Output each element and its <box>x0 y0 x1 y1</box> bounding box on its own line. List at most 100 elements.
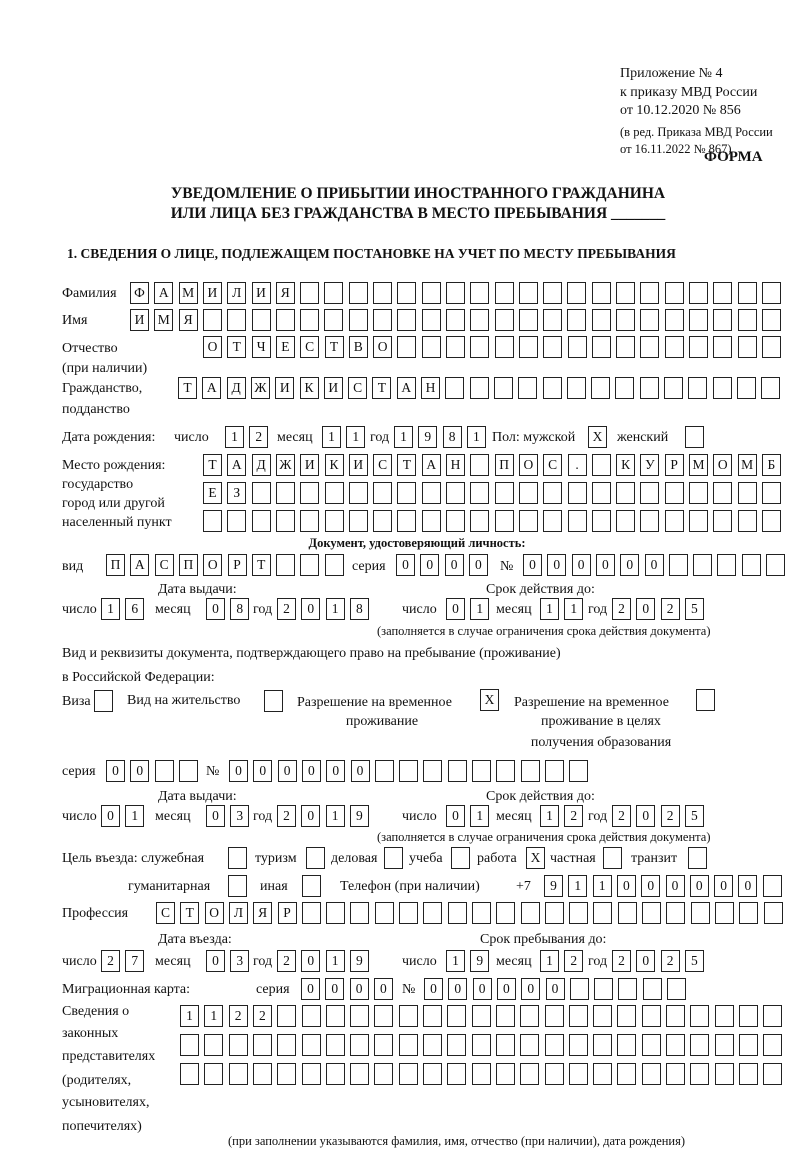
char-box[interactable] <box>738 1034 758 1056</box>
char-box[interactable]: 2 <box>612 598 631 620</box>
purpose-tourism-checkbox[interactable] <box>306 847 330 869</box>
char-box[interactable] <box>324 282 344 304</box>
char-box[interactable]: Т <box>372 377 392 399</box>
char-box[interactable] <box>664 309 684 331</box>
char-box[interactable] <box>641 1005 661 1027</box>
char-box[interactable] <box>615 377 635 399</box>
char-box[interactable]: 1 <box>394 426 413 448</box>
char-box[interactable]: 0 <box>373 978 393 1000</box>
char-box[interactable] <box>423 902 443 924</box>
char-box[interactable] <box>348 482 368 504</box>
char-box[interactable] <box>350 1063 370 1085</box>
char-box[interactable] <box>495 1034 515 1056</box>
char-box[interactable]: 9 <box>544 875 563 897</box>
char-box[interactable] <box>690 902 710 924</box>
char-box[interactable] <box>180 1034 199 1056</box>
char-box[interactable]: 0 <box>644 554 664 576</box>
char-box[interactable] <box>591 336 611 358</box>
char-box[interactable]: К <box>324 454 344 476</box>
char-box[interactable] <box>544 1063 564 1085</box>
char-box[interactable] <box>738 1063 758 1085</box>
char-box[interactable]: 1 <box>540 950 559 972</box>
char-box[interactable] <box>445 309 465 331</box>
char-box[interactable]: 1 <box>346 426 366 448</box>
char-box[interactable] <box>494 309 514 331</box>
purpose-private-checkbox[interactable] <box>603 847 627 869</box>
char-box[interactable]: 0 <box>349 978 369 1000</box>
char-box[interactable]: О <box>713 454 733 476</box>
char-box[interactable]: А <box>130 554 150 576</box>
char-box[interactable]: 1 <box>470 598 490 620</box>
char-box[interactable]: 2 <box>101 950 120 972</box>
char-box[interactable]: X <box>526 847 545 869</box>
char-box[interactable] <box>689 336 708 358</box>
char-box[interactable]: Т <box>324 336 344 358</box>
char-box[interactable]: 1 <box>592 875 612 897</box>
char-box[interactable] <box>520 1034 540 1056</box>
char-box[interactable]: 2 <box>660 598 680 620</box>
char-box[interactable]: А <box>154 282 174 304</box>
char-box[interactable]: П <box>106 554 125 576</box>
char-box[interactable] <box>251 482 271 504</box>
char-box[interactable]: Ж <box>275 454 295 476</box>
char-box[interactable] <box>737 510 757 532</box>
char-box[interactable]: С <box>348 377 368 399</box>
char-box[interactable] <box>350 902 370 924</box>
char-box[interactable] <box>275 482 295 504</box>
char-box[interactable] <box>397 336 417 358</box>
char-box[interactable]: Я <box>178 309 198 331</box>
char-box[interactable]: М <box>689 454 708 476</box>
char-box[interactable] <box>542 377 562 399</box>
char-box[interactable] <box>301 1063 321 1085</box>
char-box[interactable] <box>518 309 538 331</box>
char-box[interactable] <box>737 482 757 504</box>
char-box[interactable] <box>544 902 564 924</box>
char-box[interactable]: 2 <box>252 1005 272 1027</box>
char-box[interactable] <box>350 1005 370 1027</box>
char-box[interactable] <box>447 902 467 924</box>
char-box[interactable]: А <box>202 377 222 399</box>
char-box[interactable]: У <box>640 454 660 476</box>
char-box[interactable] <box>264 690 283 712</box>
char-box[interactable]: 0 <box>571 554 591 576</box>
char-box[interactable]: М <box>178 282 198 304</box>
char-box[interactable] <box>738 1005 758 1027</box>
char-box[interactable] <box>593 1034 613 1056</box>
char-box[interactable] <box>664 482 684 504</box>
char-box[interactable] <box>520 1005 540 1027</box>
char-box[interactable]: 0 <box>547 554 567 576</box>
char-box[interactable] <box>616 309 635 331</box>
residence-checkbox[interactable] <box>264 690 288 712</box>
char-box[interactable]: 2 <box>564 805 584 827</box>
char-box[interactable]: И <box>251 282 271 304</box>
char-box[interactable] <box>300 309 320 331</box>
char-box[interactable] <box>567 309 587 331</box>
char-box[interactable]: Л <box>227 282 247 304</box>
char-box[interactable]: 8 <box>230 598 250 620</box>
char-box[interactable]: 0 <box>446 805 465 827</box>
char-box[interactable]: 0 <box>689 875 709 897</box>
char-box[interactable] <box>518 336 538 358</box>
char-box[interactable] <box>300 482 320 504</box>
char-box[interactable] <box>713 336 733 358</box>
char-box[interactable] <box>399 760 419 782</box>
char-box[interactable] <box>591 510 611 532</box>
char-box[interactable] <box>374 1005 394 1027</box>
char-box[interactable]: 5 <box>684 598 704 620</box>
char-box[interactable] <box>228 1034 248 1056</box>
char-box[interactable]: 2 <box>564 950 584 972</box>
char-box[interactable] <box>275 510 295 532</box>
char-box[interactable] <box>664 282 684 304</box>
char-box[interactable] <box>204 1063 224 1085</box>
char-box[interactable] <box>251 510 271 532</box>
char-box[interactable]: Д <box>226 377 246 399</box>
char-box[interactable]: 0 <box>229 760 248 782</box>
char-box[interactable]: 0 <box>350 760 370 782</box>
char-box[interactable] <box>713 510 733 532</box>
char-box[interactable]: 0 <box>301 805 321 827</box>
char-box[interactable] <box>251 309 271 331</box>
